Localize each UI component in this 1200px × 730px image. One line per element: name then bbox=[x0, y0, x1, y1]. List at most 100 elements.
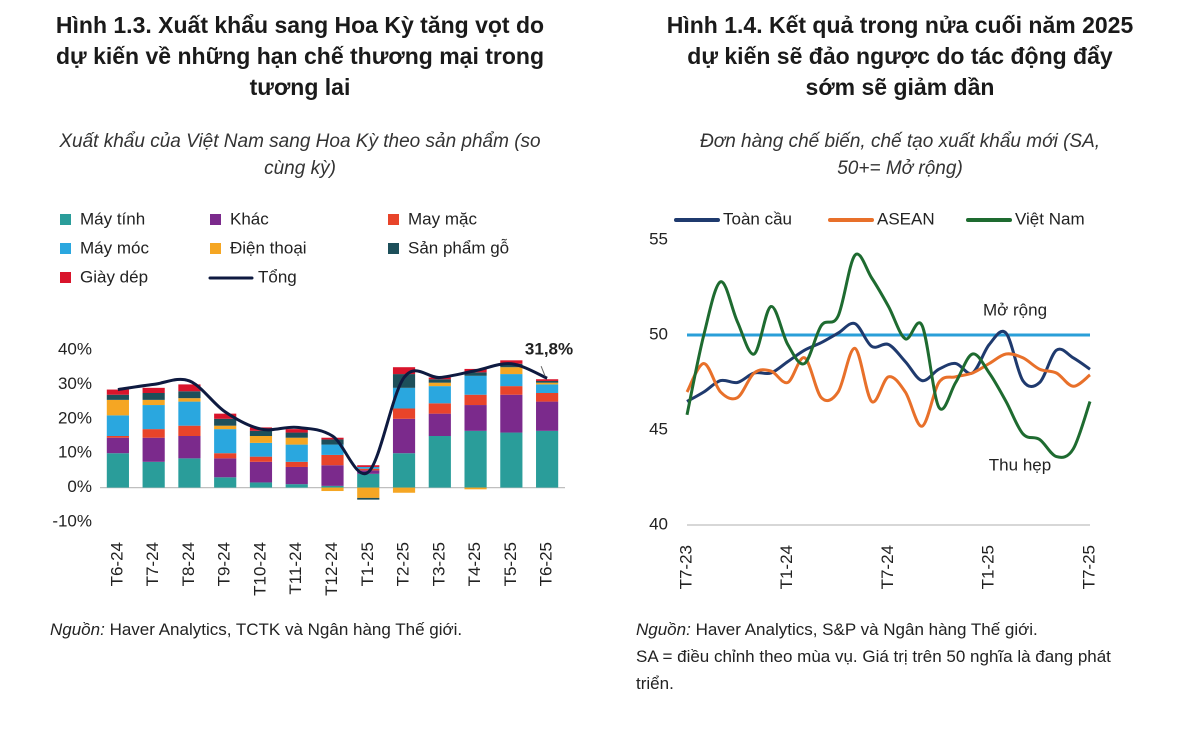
bar-segment bbox=[214, 453, 237, 459]
y-tick-label: 30% bbox=[58, 374, 92, 393]
bar-segment bbox=[214, 429, 237, 454]
bar-segment bbox=[392, 487, 416, 493]
bar-segment bbox=[321, 454, 344, 466]
legend-label: Khác bbox=[230, 209, 269, 228]
bar-segment bbox=[249, 461, 273, 483]
x-tick-label: T2-25 bbox=[394, 542, 413, 586]
bar-segment bbox=[214, 418, 237, 426]
subtitle-text: Đơn hàng chế biến, chế tạo xuất khẩu mới… bbox=[699, 131, 1101, 179]
bar-segment bbox=[464, 372, 487, 376]
bar-segment bbox=[428, 379, 451, 383]
y-tick-label: 45 bbox=[649, 419, 668, 438]
bar-segment bbox=[214, 413, 237, 419]
bar-segment bbox=[142, 393, 165, 400]
y-tick-label: 55 bbox=[649, 229, 668, 248]
bar-segment bbox=[536, 384, 559, 393]
bar-segment bbox=[536, 380, 559, 383]
bar-segment bbox=[178, 401, 201, 426]
bar-segment bbox=[357, 465, 380, 467]
bar-segment bbox=[392, 453, 416, 488]
bar-segment bbox=[178, 436, 201, 459]
bar-segment bbox=[142, 429, 165, 438]
bar-segment bbox=[106, 437, 129, 454]
legend-label: Giày dép bbox=[80, 267, 148, 286]
title-text: Hình 1.3. Xuất khẩu sang Hoa Kỳ tăng vọt… bbox=[55, 12, 545, 100]
title-text: Hình 1.4. Kết quả trong nửa cuối năm 202… bbox=[666, 12, 1134, 100]
bar-segment bbox=[428, 413, 451, 436]
x-tick-label: T7-24 bbox=[143, 542, 162, 586]
bar-segment bbox=[464, 430, 487, 488]
bar-segment bbox=[357, 487, 380, 498]
note: SA = điều chỉnh theo mùa vụ. Giá trị trê… bbox=[636, 647, 1111, 693]
x-tick-label: T4-25 bbox=[465, 542, 484, 586]
legend-swatch bbox=[60, 214, 71, 225]
bar-segment bbox=[500, 367, 523, 375]
bar-segment bbox=[178, 384, 201, 392]
label-leader bbox=[540, 366, 546, 377]
source: Nguồn: Haver Analytics, S&P và Ngân hàng… bbox=[636, 616, 1116, 697]
x-tick-label: T7-24 bbox=[878, 545, 897, 589]
bar-segment bbox=[106, 399, 129, 416]
bar-segment bbox=[428, 403, 451, 414]
x-tick-label: T5-25 bbox=[501, 542, 520, 586]
panel-right: Hình 1.4. Kết quả trong nửa cuối năm 202… bbox=[600, 0, 1200, 730]
bar-segment bbox=[321, 439, 344, 445]
source-text: Haver Analytics, S&P và Ngân hàng Thế gi… bbox=[695, 620, 1038, 639]
bar-segment bbox=[428, 386, 451, 404]
bar-segment bbox=[142, 399, 165, 406]
bar-segment bbox=[106, 389, 129, 395]
bar-segment bbox=[106, 453, 129, 488]
bar-segment bbox=[357, 468, 380, 471]
bar-segment bbox=[500, 432, 523, 488]
bar-segment bbox=[536, 379, 559, 381]
source-label: Nguồn: bbox=[636, 620, 691, 639]
legend-label: Máy móc bbox=[80, 238, 149, 257]
x-tick-label: T9-24 bbox=[215, 542, 234, 586]
bar-segment bbox=[357, 497, 380, 500]
legend-swatch bbox=[60, 272, 71, 283]
subtitle-text: Xuất khẩu của Việt Nam sang Hoa Kỳ theo … bbox=[59, 131, 541, 179]
chart-subtitle: Đơn hàng chế biến, chế tạo xuất khẩu mới… bbox=[600, 128, 1200, 182]
bar-segment bbox=[178, 425, 201, 436]
bar-segment bbox=[428, 382, 451, 387]
bar-segment bbox=[392, 408, 416, 419]
x-tick-label: T1-25 bbox=[979, 545, 998, 589]
bar-segment bbox=[249, 442, 273, 457]
bar-segment bbox=[285, 432, 308, 438]
y-tick-label: 10% bbox=[58, 443, 92, 462]
x-tick-label: T7-23 bbox=[676, 545, 695, 589]
x-tick-label: T8-24 bbox=[179, 542, 198, 586]
bar-segment bbox=[464, 405, 487, 431]
chart: 40 45 50 55 T7-23 T1-24 T7-24 T1-25 T7-25 Mở rộng… bbox=[649, 209, 1098, 589]
bar-segment bbox=[500, 386, 523, 395]
bar-segment bbox=[321, 444, 344, 455]
bar-segment bbox=[500, 363, 523, 368]
legend-label: Sản phẩm gỗ bbox=[408, 238, 509, 257]
bar-segment bbox=[142, 405, 165, 430]
legend-label: Việt Nam bbox=[1015, 209, 1085, 228]
y-tick-label: 40% bbox=[58, 339, 92, 358]
bar-segment bbox=[392, 418, 416, 454]
legend-label: Toàn cầu bbox=[723, 209, 792, 228]
x-tick-label: T1-25 bbox=[358, 542, 377, 586]
panel-left: Hình 1.3. Xuất khẩu sang Hoa Kỳ tăng vọt… bbox=[50, 12, 573, 643]
bar-segment bbox=[321, 437, 344, 440]
bar-segment bbox=[464, 487, 487, 490]
bar-segment bbox=[106, 394, 129, 400]
legend-label: Máy tính bbox=[80, 209, 145, 228]
legend-label: Điện thoại bbox=[230, 238, 307, 257]
line-series bbox=[685, 252, 1092, 459]
x-tick-label: T1-24 bbox=[777, 545, 796, 589]
chart: -10% 0% 10% 20% 30% 40% T6-24 T7-24 T8-24 T9-24 T1… bbox=[52, 209, 573, 595]
bar-segment bbox=[321, 465, 344, 486]
source: Nguồn: Haver Analytics, TCTK và Ngân hàn… bbox=[50, 616, 570, 643]
x-tick-label: T6-24 bbox=[107, 542, 126, 586]
chart-title: Hình 1.4. Kết quả trong nửa cuối năm 202… bbox=[600, 10, 1200, 103]
x-tick-label: T7-25 bbox=[1079, 545, 1098, 589]
annotation: Thu hẹp bbox=[989, 455, 1051, 474]
bar-segment bbox=[249, 482, 273, 488]
source-text: Haver Analytics, TCTK và Ngân hàng Thế g… bbox=[109, 620, 463, 639]
bar-segment bbox=[214, 458, 237, 478]
legend-swatch bbox=[210, 243, 221, 254]
bar-segment bbox=[285, 444, 308, 462]
